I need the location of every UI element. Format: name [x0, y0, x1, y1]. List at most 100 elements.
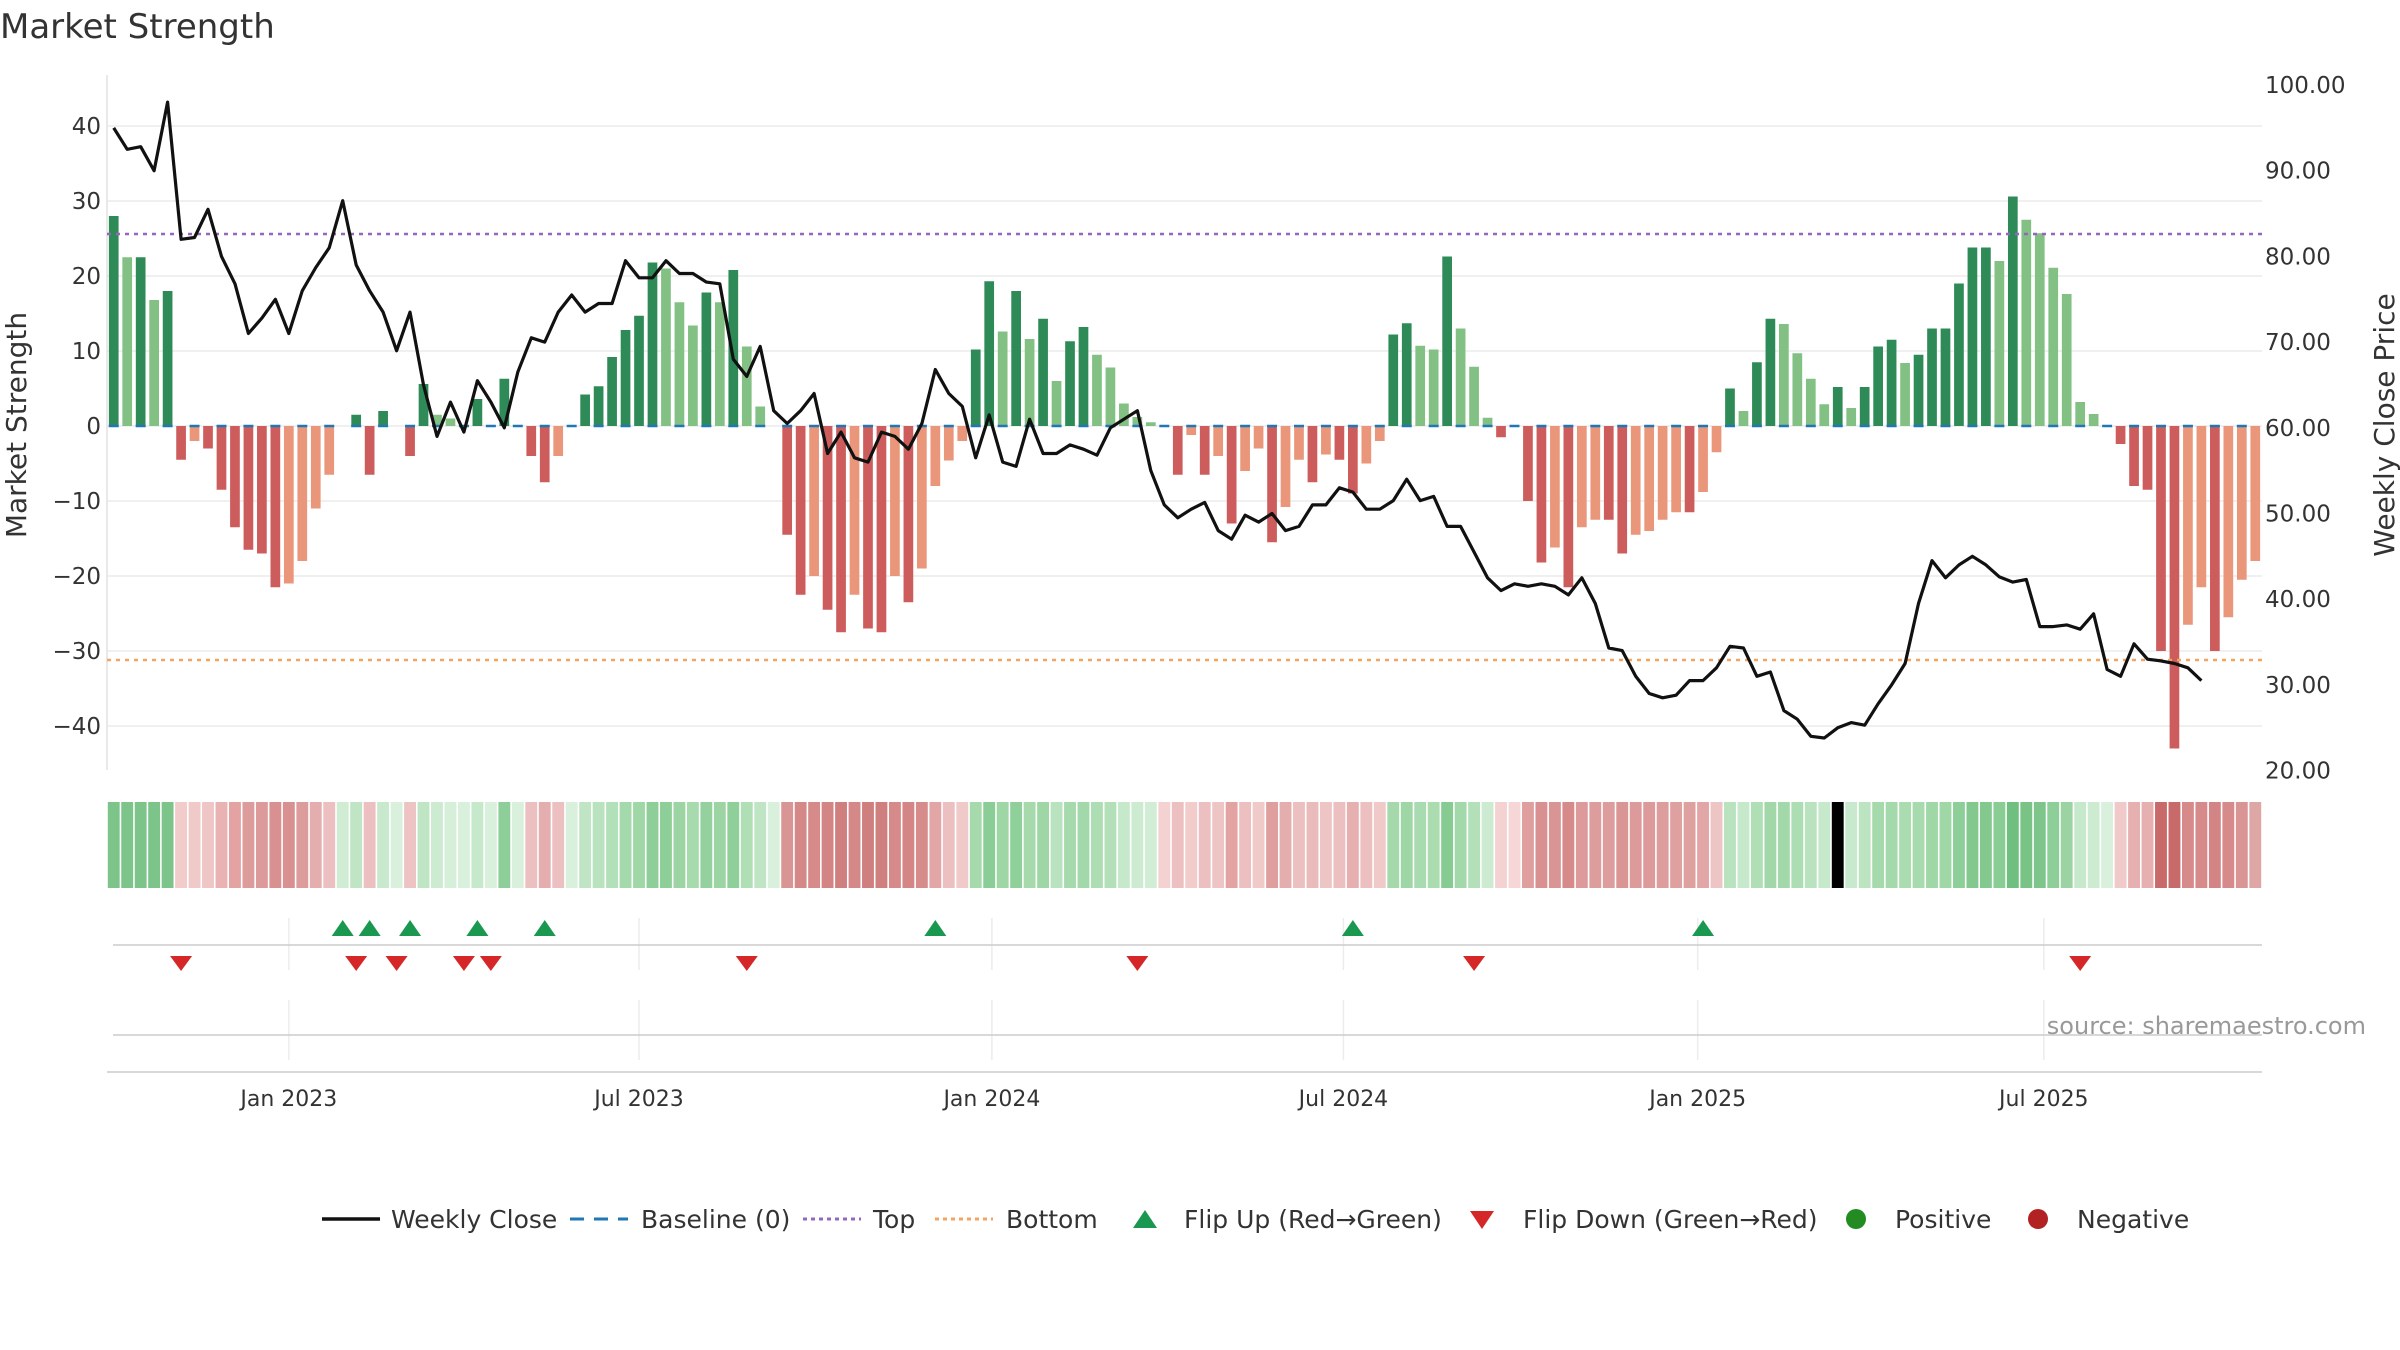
strength-bar-positive	[1051, 381, 1062, 426]
strength-bar-positive	[1725, 388, 1735, 426]
chart-title: Market Strength	[0, 7, 275, 47]
left-tick-label: 40	[72, 114, 101, 140]
band-cell	[2249, 802, 2262, 888]
band-cell	[484, 802, 497, 888]
legend-top-label: Top	[872, 1205, 915, 1234]
band-cell	[1091, 802, 1103, 888]
strength-bar-positive	[1846, 408, 1857, 426]
band-cell	[1454, 802, 1467, 888]
band-cell	[323, 802, 336, 888]
band-cell	[1252, 802, 1265, 888]
strength-bar-negative	[2115, 426, 2126, 444]
strength-bar-negative	[1294, 426, 1304, 460]
left-tick-label: −10	[52, 489, 101, 515]
strength-bar-negative	[809, 426, 819, 576]
band-cell	[1441, 802, 1454, 888]
strength-bar-positive	[1819, 404, 1830, 426]
legend-flip-down-label: Flip Down (Green→Red)	[1523, 1205, 1818, 1234]
strength-bar-positive	[1065, 341, 1075, 426]
band-cell	[1010, 802, 1023, 888]
band-cell	[1979, 802, 1992, 888]
strength-bar-positive	[970, 349, 981, 426]
band-cell	[350, 802, 363, 888]
band-cell	[1239, 802, 1252, 888]
flip-down-marker	[1126, 956, 1149, 971]
strength-bar-positive	[1913, 354, 1924, 426]
flip-markers	[170, 920, 2092, 971]
legend-flip-down-icon	[1470, 1211, 1494, 1229]
band-cell	[1548, 802, 1561, 888]
strength-bar-positive	[2061, 294, 2072, 426]
strength-bar-negative	[270, 426, 281, 588]
band-cell	[633, 802, 645, 888]
strength-bar-positive	[1078, 327, 1089, 426]
band-cell	[1373, 802, 1386, 888]
flip-up-marker	[533, 920, 556, 936]
band-cell	[660, 802, 672, 888]
band-cell	[134, 802, 147, 888]
band-cell	[404, 802, 416, 888]
legend-baseline-label: Baseline (0)	[641, 1205, 790, 1234]
strength-bar-negative	[1536, 426, 1547, 563]
band-cell	[1306, 802, 1319, 888]
strength-bar-negative	[1644, 426, 1655, 531]
right-tick-label: 90.00	[2265, 159, 2331, 185]
band-cell	[2060, 802, 2073, 888]
strength-bar-positive	[741, 346, 752, 426]
strength-bar-negative	[310, 426, 321, 509]
legend-positive-label: Positive	[1895, 1205, 1991, 1234]
legend-positive-icon	[1846, 1209, 1866, 1229]
band-cell	[1724, 802, 1736, 888]
strength-bar-positive	[1765, 318, 1776, 426]
band-cell	[1562, 802, 1575, 888]
strength-bar-positive	[1927, 328, 1937, 426]
strength-bar-negative	[2169, 426, 2180, 749]
band-cell	[242, 802, 255, 888]
strength-bar-positive	[2075, 402, 2086, 426]
band-cell	[740, 802, 753, 888]
flip-up-marker	[331, 920, 354, 936]
strength-bar-negative	[526, 426, 537, 456]
flip-down-marker	[479, 956, 502, 971]
band-cell	[1589, 802, 1602, 888]
strength-bar-negative	[230, 426, 240, 528]
strength-bar-positive	[728, 270, 739, 426]
strength-bar-negative	[1267, 426, 1277, 543]
right-axis-label: Weekly Close Price	[2368, 293, 2400, 556]
band-cell	[848, 802, 861, 888]
strength-bar-positive	[351, 414, 362, 426]
band-cell	[471, 802, 484, 888]
strength-bar-positive	[701, 292, 712, 426]
strength-bar-negative	[2142, 426, 2153, 490]
band-cell	[255, 802, 268, 888]
band-cell	[444, 802, 457, 888]
band-cell	[686, 802, 699, 888]
band-cell	[1198, 802, 1211, 888]
right-tick-label: 50.00	[2265, 502, 2331, 528]
band-cell	[377, 802, 390, 888]
band-cell	[363, 802, 376, 888]
flip-down-marker	[2069, 956, 2092, 971]
x-tick-label: Jul 2025	[1997, 1087, 2089, 1112]
strength-bar-negative	[943, 426, 954, 461]
band-cell	[1953, 802, 1965, 888]
strength-bar-negative	[257, 426, 267, 554]
band-cell	[1939, 802, 1952, 888]
band-cell	[457, 802, 470, 888]
band-cell	[646, 802, 659, 888]
band-cell	[1831, 802, 1844, 888]
band-cell	[1225, 802, 1238, 888]
band-cell	[525, 802, 538, 888]
band-cell	[592, 802, 605, 888]
strength-bar-positive	[1011, 291, 1021, 426]
strength-bar-positive	[499, 378, 510, 426]
strength-bar-negative	[2196, 426, 2207, 588]
band-cell	[1575, 802, 1588, 888]
band-cell	[902, 802, 915, 888]
right-tick-label: 100.00	[2265, 73, 2345, 99]
band-cell	[1791, 802, 1804, 888]
band-cell	[1158, 802, 1171, 888]
left-axis-label: Market Strength	[0, 312, 33, 538]
strength-bar-negative	[1496, 426, 1506, 438]
